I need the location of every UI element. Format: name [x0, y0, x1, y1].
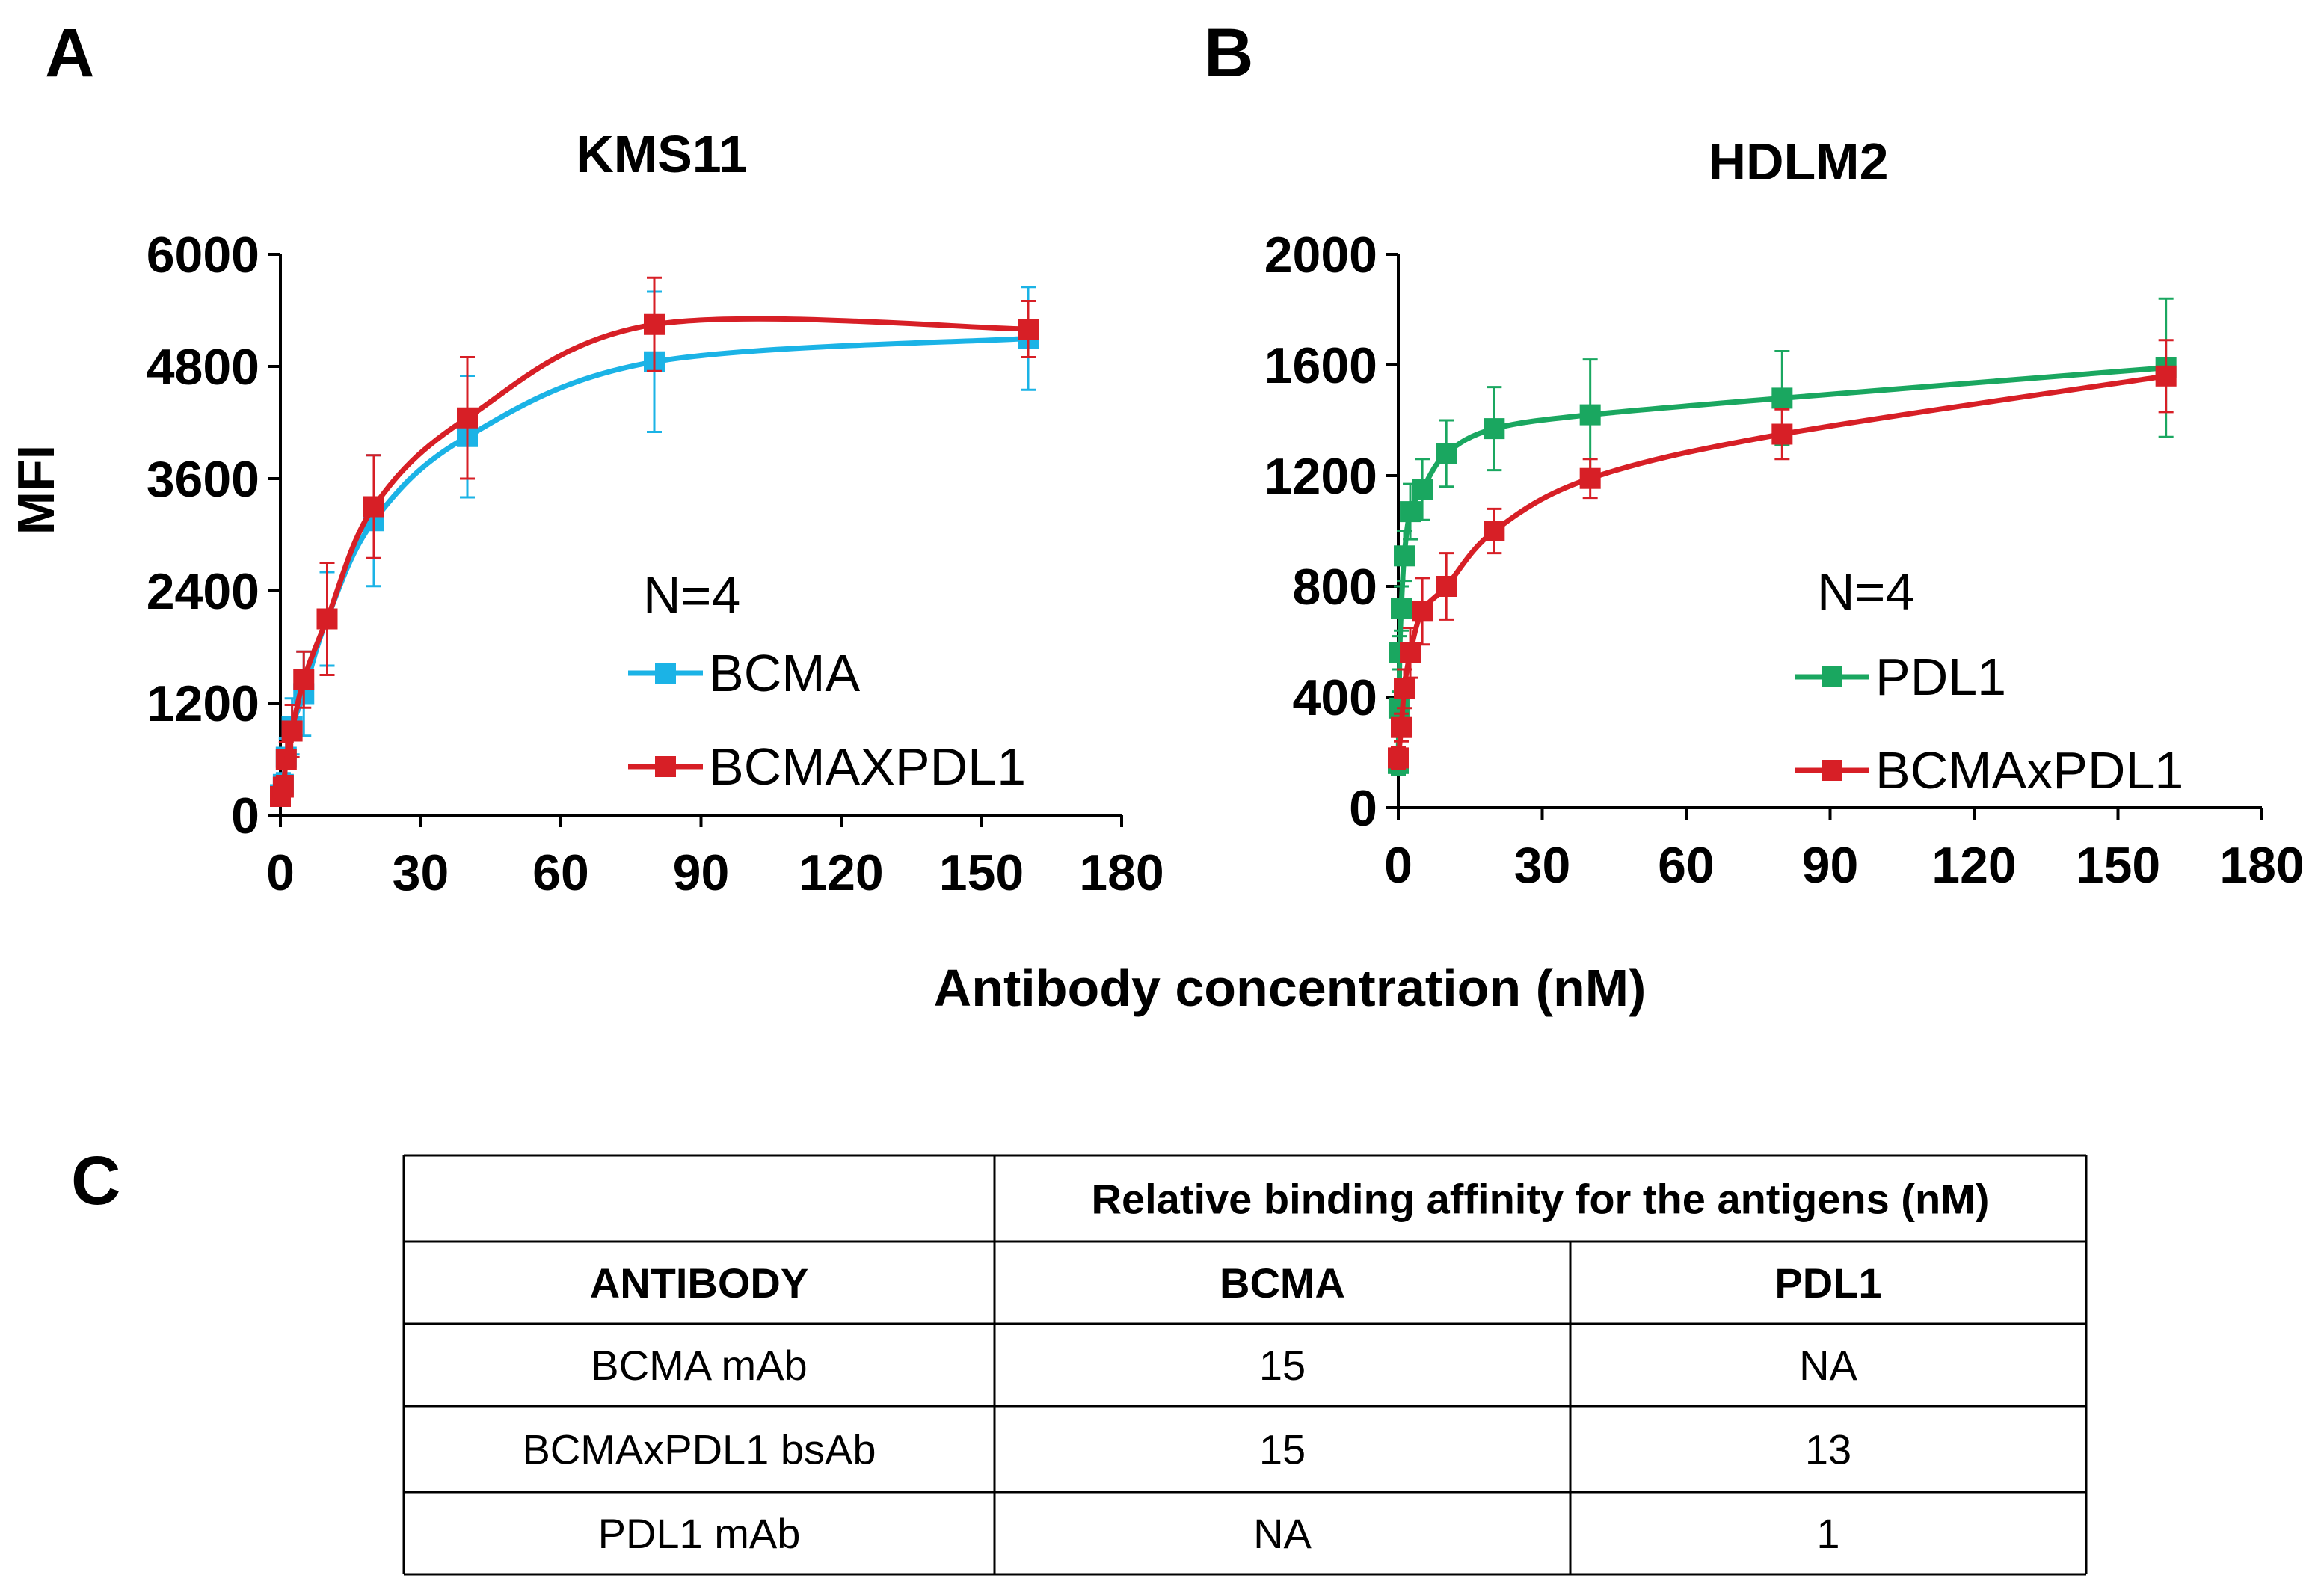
- y-tick-label: 2400: [147, 563, 259, 620]
- data-point: [293, 669, 315, 690]
- x-tick-label: 30: [393, 844, 449, 901]
- legend-label: PDL1: [1875, 648, 2006, 706]
- chart-kms11: KMS11 MFI N=4 0 1200 2400 3600 4800 6000 0 30 60…: [7, 125, 1164, 901]
- data-point: [281, 720, 303, 742]
- table-cell: BCMA mAb: [591, 1342, 807, 1389]
- panel-label-b: B: [1204, 15, 1253, 91]
- y-tick-label: 800: [1293, 559, 1377, 616]
- data-point: [1018, 319, 1039, 340]
- x-tick-label: 60: [1658, 837, 1715, 894]
- data-point: [1394, 545, 1415, 567]
- y-tick-label: 400: [1293, 669, 1377, 726]
- x-tick-label: 120: [799, 844, 883, 901]
- y-tick-label: 3600: [147, 451, 259, 508]
- series-pdl1: [1388, 297, 2177, 776]
- data-point: [363, 496, 384, 518]
- data-point: [1579, 404, 1601, 426]
- y-axis-label: MFI: [7, 445, 65, 535]
- affinity-table: Relative binding affinity for the antige…: [402, 1154, 2088, 1576]
- annotation-n: N=4: [1817, 562, 1914, 621]
- table-column-header: BCMA: [1220, 1259, 1345, 1307]
- data-point: [1412, 479, 1433, 500]
- data-point: [1400, 501, 1421, 523]
- data-point: [1484, 418, 1505, 440]
- x-tick-label: 60: [532, 844, 589, 901]
- x-tick-label: 150: [939, 844, 1024, 901]
- data-point: [1771, 423, 1793, 445]
- y-tick-label: 1600: [1264, 337, 1377, 394]
- data-point: [1388, 747, 1409, 769]
- series-bcmaxpdl1: [270, 276, 1039, 807]
- x-tick-label: 150: [2076, 837, 2160, 894]
- data-point: [1484, 521, 1505, 541]
- table-column-header: PDL1: [1774, 1259, 1881, 1307]
- data-point: [272, 776, 294, 798]
- x-axis-label: Antibody concentration (nM): [934, 959, 1647, 1017]
- data-point: [644, 313, 665, 335]
- legend-label: BCMAXPDL1: [709, 737, 1026, 796]
- y-tick-label: 0: [1349, 780, 1377, 837]
- data-point: [275, 749, 297, 770]
- legend-label: BCMA: [709, 644, 861, 702]
- x-tick-label: 0: [266, 844, 295, 901]
- legend-label: BCMAxPDL1: [1875, 741, 2183, 799]
- table-cell: NA: [1799, 1342, 1857, 1389]
- table-cell: 1: [1816, 1510, 1839, 1557]
- table-cell: 13: [1805, 1426, 1851, 1473]
- chart-title: KMS11: [576, 125, 748, 183]
- data-point: [457, 407, 478, 429]
- x-tick-label: 180: [1079, 844, 1163, 901]
- table-cell: PDL1 mAb: [598, 1510, 801, 1557]
- y-tick-label: 6000: [147, 227, 259, 283]
- data-point: [1400, 642, 1421, 663]
- y-tick-label: 0: [231, 788, 259, 844]
- chart-hdlm2: HDLM2 N=4 0 400 800 1200 1600 2000 0 30 60 90 120 1…: [1264, 132, 2305, 894]
- legend-marker: [655, 663, 676, 684]
- table-column-header: ANTIBODY: [590, 1259, 808, 1307]
- data-point: [1579, 467, 1601, 489]
- panel-label-a: A: [45, 15, 94, 91]
- data-point: [1771, 387, 1793, 409]
- y-tick-label: 4800: [147, 339, 259, 396]
- data-point: [1436, 576, 1457, 597]
- data-point: [1394, 678, 1415, 699]
- data-point: [1391, 598, 1412, 619]
- legend-marker: [1822, 760, 1842, 781]
- y-tick-label: 1200: [1264, 448, 1377, 505]
- data-point: [1391, 716, 1412, 738]
- x-tick-label: 90: [673, 844, 730, 901]
- table-cell: 15: [1259, 1426, 1306, 1473]
- x-tick-label: 180: [2219, 837, 2304, 894]
- data-point: [1436, 443, 1457, 464]
- annotation-n: N=4: [643, 566, 740, 624]
- chart-title: HDLM2: [1708, 132, 1888, 191]
- panel-label-c: C: [71, 1143, 120, 1219]
- data-point: [316, 608, 338, 630]
- table-group-header: Relative binding affinity for the antige…: [1092, 1176, 1990, 1223]
- table-cell: 15: [1259, 1342, 1306, 1389]
- table-cell: NA: [1253, 1510, 1312, 1557]
- series-bcmaxpdl1: [1388, 339, 2177, 770]
- legend-marker: [1822, 666, 1842, 687]
- legend-marker: [655, 756, 676, 777]
- data-point: [1412, 601, 1433, 622]
- y-tick-label: 1200: [147, 675, 259, 732]
- x-tick-label: 90: [1802, 837, 1859, 894]
- y-tick-label: 2000: [1264, 227, 1377, 283]
- data-point: [2155, 365, 2177, 387]
- x-tick-label: 30: [1514, 837, 1571, 894]
- x-tick-label: 120: [1931, 837, 2016, 894]
- x-tick-label: 0: [1384, 837, 1412, 894]
- table-cell: BCMAxPDL1 bsAb: [522, 1426, 876, 1473]
